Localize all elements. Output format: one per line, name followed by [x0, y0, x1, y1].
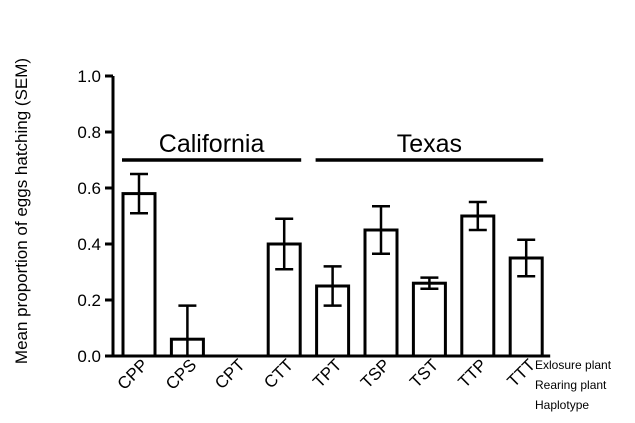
x-tick-label: TSP	[357, 355, 394, 392]
x-tick-label: CTT	[260, 355, 297, 392]
y-tick-label: 0.6	[77, 179, 101, 198]
y-tick-label: 0.0	[77, 347, 101, 366]
bar-ctt	[266, 242, 302, 358]
y-tick-label: 0.8	[77, 123, 101, 142]
group-label-california: California	[159, 130, 265, 158]
y-tick-label: 1.0	[77, 67, 101, 86]
x-tick-label: CPS	[162, 355, 200, 393]
group-label-texas: Texas	[397, 130, 462, 158]
x-tick-label: TPT	[309, 355, 345, 391]
x-tick-label: TST	[406, 355, 442, 391]
bar-ttp	[460, 214, 496, 358]
category-code-legend: Exlosure plant Rearing plant Haplotype	[535, 355, 611, 415]
y-tick-label: 0.4	[77, 235, 101, 254]
x-tick-label: TTT	[504, 355, 539, 390]
x-tick-label: TTP	[454, 355, 490, 391]
legend-line-rearing-plant: Rearing plant	[535, 378, 607, 392]
legend-line-exposure-plant: Exlosure plant	[535, 358, 612, 372]
bar-tst	[411, 281, 447, 358]
x-tick-label: CPP	[114, 355, 152, 393]
y-tick-label: 0.2	[77, 291, 101, 310]
legend-line-haplotype: Haplotype	[535, 398, 590, 412]
bar-cpp	[121, 192, 157, 358]
x-tick-label: CPT	[211, 355, 248, 392]
